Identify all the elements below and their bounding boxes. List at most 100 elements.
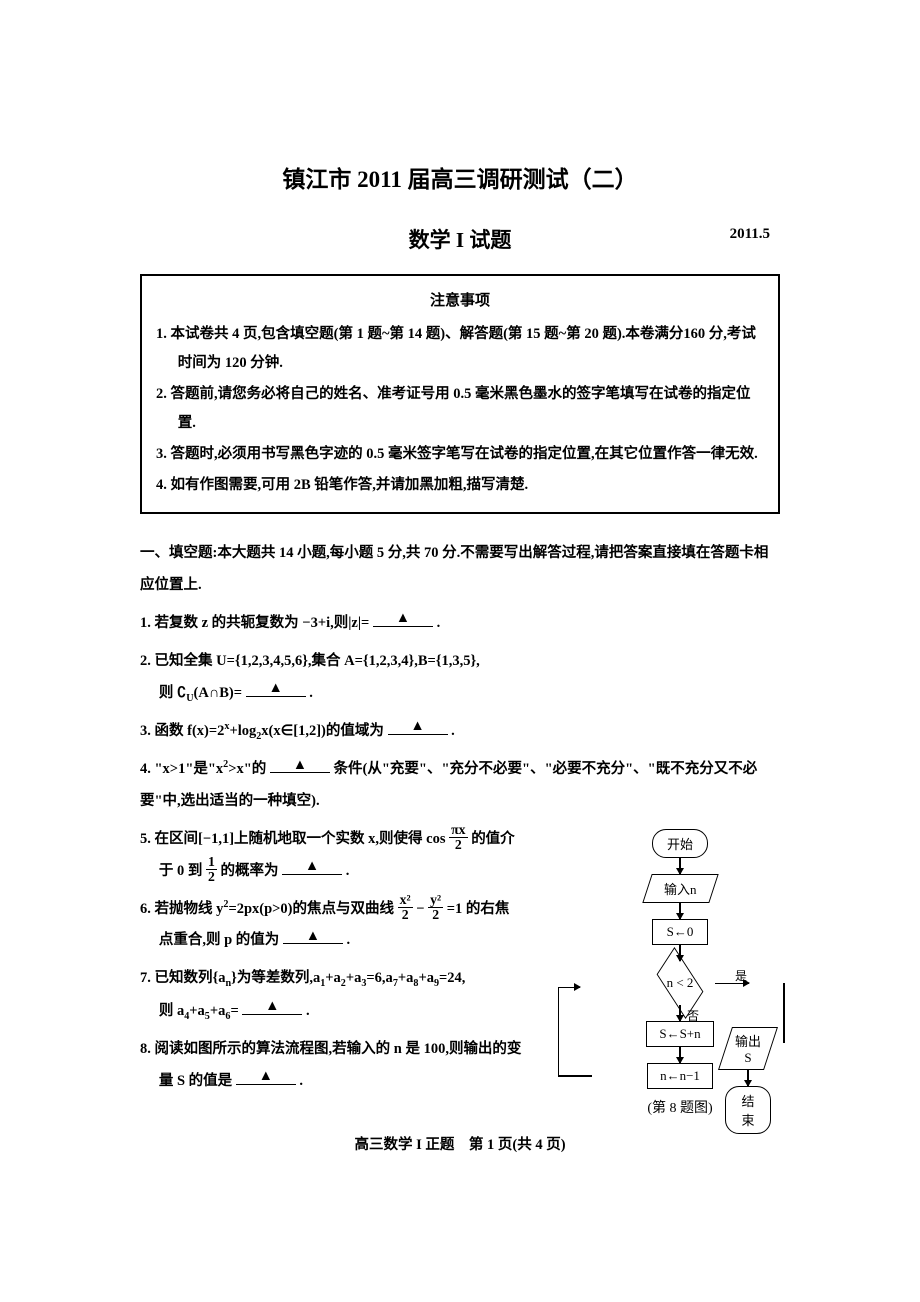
content-row: 5. 在区间[−1,1]上随机地取一个实数 x,则使得 cos πx2 的值介 … [140,824,780,1117]
q7-b: 则 a [159,1003,184,1019]
frac-num: y² [428,893,443,908]
left-column: 5. 在区间[−1,1]上随机地取一个实数 x,则使得 cos πx2 的值介 … [140,824,570,1117]
blank-icon [236,1070,296,1085]
blank-icon [388,720,448,735]
q7-p6: +a [210,1003,226,1019]
frac-num: πx [449,823,467,838]
flowchart-no-label: 否 [687,1007,699,1024]
q6-c: 点重合,则 p 的值为 [159,932,279,948]
date: 2011.5 [730,226,770,243]
q6-line2: 点重合,则 p 的值为 . [140,925,570,957]
frac-den: 2 [206,870,217,884]
q7-tail: = [230,1003,238,1019]
q7-a: 7. 已知数列{a [140,970,225,986]
q5-c: 于 0 到 [159,863,203,879]
arrow-icon [715,983,749,985]
subtitle: 数学 I 试题 [409,228,512,252]
blank-icon [242,1000,302,1015]
q6-a: 6. 若抛物线 y [140,901,223,917]
q4-a: 4. "x>1"是"x [140,761,223,777]
arrow-icon [747,1070,749,1086]
q2b-sub: U [186,692,193,703]
q8-b: 量 S 的值是 [159,1073,232,1089]
q5-a: 5. 在区间[−1,1]上随机地取一个实数 x,则使得 cos [140,831,449,847]
q8-a: 8. 阅读如图所示的算法流程图,若输入的 n 是 100,则输出的变 [140,1041,521,1057]
q7-line2: 则 a4+a5+a6= . [140,996,570,1028]
q4-tail: >x"的 [228,761,266,777]
q2-line1: 2. 已知全集 U={1,2,3,4,5,6},集合 A={1,2,3,4},B… [140,646,780,678]
q2b-tail: (A∩B)= [194,685,242,701]
flowchart-assign: S←S+n [646,1021,713,1047]
flowchart-yes-branch: 输出S 结束 [715,983,749,985]
flowchart-column: 开始 输入n S←0 n < 2 是 否 输出S [580,824,780,1117]
question-8: 8. 阅读如图所示的算法流程图,若输入的 n 是 100,则输出的变 量 S 的… [140,1034,570,1098]
fraction-x22: x²2 [398,893,413,922]
frac-num: 1 [206,855,217,870]
question-7: 7. 已知数列{an}为等差数列,a1+a2+a3=6,a7+a8+a9=24,… [140,963,570,1027]
q7-p1: +a [325,970,341,986]
flowchart-output: 输出S 结束 [725,1027,771,1134]
flowchart: 开始 输入n S←0 n < 2 是 否 输出S [580,829,780,1089]
flowchart-input: 输入n [642,874,718,903]
fraction-y22: y²2 [428,893,443,922]
fraction-half: 12 [206,855,217,884]
fc-input-text: 输入n [664,879,697,898]
q5-line2: 于 0 到 12 的概率为 . [140,856,570,888]
frac-num: x² [398,893,413,908]
page-footer: 高三数学 I 正题 第 1 页(共 4 页) [140,1133,780,1154]
q7-eq1: =6,a [366,970,392,986]
blank-icon [246,682,306,697]
q7-p5: +a [189,1003,205,1019]
question-6: 6. 若抛物线 y2=2px(p>0)的焦点与双曲线 x²2 − y²2 =1 … [140,894,570,958]
q5-b: 的值介 [471,831,515,847]
frac-den: 2 [449,838,467,852]
line-icon [558,1075,592,1077]
q7-eq2: =24, [439,970,465,986]
q3-a: 3. 函数 f(x)=2 [140,723,224,739]
line-icon [783,983,785,1043]
blank-icon [270,759,330,774]
q3-mid: +log [229,723,256,739]
blank-icon [282,860,342,875]
flowchart-start: 开始 [652,829,708,858]
frac-den: 2 [398,908,413,922]
fc-output-text: 输出S [734,1031,762,1066]
question-3: 3. 函数 f(x)=2x+log2x(x∈[1,2])的值域为 . [140,716,780,748]
notice-box: 注意事项 1. 本试卷共 4 页,包含填空题(第 1 题~第 14 题)、解答题… [140,274,780,514]
blank-icon [373,612,433,627]
arrow-icon [679,1005,681,1021]
q7-p3: +a [398,970,414,986]
q7-p2: +a [346,970,362,986]
flowchart-end: 结束 [725,1086,771,1134]
question-2: 2. 已知全集 U={1,2,3,4,5,6},集合 A={1,2,3,4},B… [140,646,780,710]
q2b-text: 则 ∁ [159,685,186,701]
question-4: 4. "x>1"是"x2>x"的 条件(从"充要"、"充分不必要"、"必要不充分… [140,754,780,818]
question-5: 5. 在区间[−1,1]上随机地取一个实数 x,则使得 cos πx2 的值介 … [140,824,570,888]
notice-item-1: 1. 本试卷共 4 页,包含填空题(第 1 题~第 14 题)、解答题(第 15… [156,320,764,378]
flowchart-decision: n < 2 [643,961,717,1005]
q1-text: 1. 若复数 z 的共轭复数为 −3+i,则|z|= [140,615,369,631]
subtitle-row: 数学 I 试题 2011.5 [140,224,780,254]
q2-line2: 则 ∁U(A∩B)= . [140,678,780,710]
q3-tail: x(x∈[1,2])的值域为 [261,723,384,739]
q8-line2: 量 S 的值是 . [140,1066,570,1098]
arrow-icon [574,983,581,991]
section-intro: 一、填空题:本大题共 14 小题,每小题 5 分,共 70 分.不需要写出解答过… [140,538,780,602]
line-icon [558,987,580,989]
q6-b: =1 的右焦 [447,901,510,917]
flowchart-decrement: n←n−1 [647,1063,713,1089]
q5-d: 的概率为 [220,863,278,879]
page-title: 镇江市 2011 届高三调研测试（二） [140,160,780,194]
arrow-icon [679,1047,681,1063]
arrow-icon [679,903,681,919]
fc-cond-text: n < 2 [667,975,694,991]
q7-mid: }为等差数列,a [231,970,320,986]
q7-p4: +a [418,970,434,986]
notice-title: 注意事项 [156,286,764,316]
notice-item-4: 4. 如有作图需要,可用 2B 铅笔作答,并请加黑加粗,描写清楚. [156,471,764,500]
blank-icon [283,930,343,945]
q6-mid: =2px(p>0)的焦点与双曲线 [228,901,394,917]
notice-item-3: 3. 答题时,必须用书写黑色字迹的 0.5 毫米签字笔写在试卷的指定位置,在其它… [156,440,764,469]
fraction-pix2: πx2 [449,823,467,852]
arrow-icon [679,858,681,874]
